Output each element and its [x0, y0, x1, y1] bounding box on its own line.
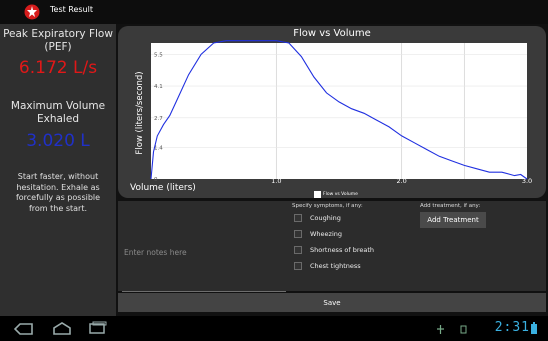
app-title: Test Result — [50, 5, 94, 14]
symptom-label: Coughing — [310, 214, 341, 222]
y-axis-label: Flow (liters/second) — [135, 71, 145, 155]
max-volume-value: 3.020 L — [26, 131, 90, 151]
symptom-label: Wheezing — [310, 230, 343, 238]
add-treatment-button[interactable]: Add Treatment — [420, 212, 486, 228]
chart-legend: Flow vs Volume — [314, 191, 358, 198]
notes-form: Specify symptoms, if any: Coughing Wheez… — [118, 201, 546, 292]
pef-label: Peak Expiratory Flow (PEF) — [3, 28, 113, 53]
symptom-label: Shortness of breath — [310, 246, 375, 254]
y-tick-label: 2.7 — [154, 116, 163, 122]
clock: 2:31 — [494, 320, 530, 335]
max-volume-label: Maximum Volume Exhaled — [10, 100, 106, 125]
y-tick-label: 0 — [154, 177, 158, 183]
x-tick-label: 2.0 — [396, 177, 406, 185]
symptom-coughing[interactable]: Coughing — [294, 214, 341, 222]
y-tick-label: 4.1 — [154, 84, 163, 90]
symptom-wheezing[interactable]: Wheezing — [294, 230, 342, 238]
legend-label: Flow vs Volume — [323, 192, 358, 197]
home-icon[interactable] — [52, 321, 72, 336]
x-axis-label: Volume (liters) — [130, 183, 196, 193]
usb-icon — [437, 325, 444, 334]
x-tick-label: 3.0 — [522, 177, 532, 185]
technique-hint: Start faster, without hesitation. Exhale… — [15, 172, 101, 213]
summary-panel: Peak Expiratory Flow (PEF) 6.172 L/s Max… — [0, 24, 116, 316]
notes-input[interactable] — [122, 213, 286, 292]
checkbox[interactable] — [294, 214, 302, 222]
y-tick-label: 1.4 — [154, 145, 163, 151]
x-tick-label: 1.0 — [271, 177, 281, 185]
symptom-shortness-of-breath[interactable]: Shortness of breath — [294, 246, 374, 254]
symptom-chest-tightness[interactable]: Chest tightness — [294, 262, 361, 270]
checkbox[interactable] — [294, 262, 302, 270]
checkbox[interactable] — [294, 246, 302, 254]
flow-volume-chart: 5.5 4.1 2.7 1.4 0 1.0 2.0 3.0 Flow vs Volume Fl… — [118, 26, 546, 198]
title-bar: Test Result — [0, 0, 548, 24]
recent-apps-icon[interactable] — [88, 321, 108, 336]
notification-icon — [460, 325, 467, 334]
system-navigation-bar: 2:31 — [0, 316, 548, 341]
legend-swatch — [314, 191, 321, 198]
symptom-label: Chest tightness — [310, 262, 361, 270]
chart-canvas: 5.5 4.1 2.7 1.4 0 1.0 2.0 3.0 — [150, 40, 532, 185]
battery-icon — [531, 322, 537, 334]
plot-area — [151, 43, 527, 179]
flow-series-line — [150, 40, 528, 180]
checkbox[interactable] — [294, 230, 302, 238]
pef-value: 6.172 L/s — [18, 58, 98, 78]
chart-title: Flow vs Volume — [293, 28, 371, 39]
save-button[interactable]: Save — [118, 293, 546, 312]
back-icon[interactable] — [14, 322, 34, 336]
symptoms-heading: Specify symptoms, if any: — [292, 203, 363, 209]
y-tick-label: 5.5 — [154, 52, 163, 58]
app-logo-icon — [24, 4, 40, 20]
treatment-heading: Add treatment, if any: — [420, 203, 481, 209]
